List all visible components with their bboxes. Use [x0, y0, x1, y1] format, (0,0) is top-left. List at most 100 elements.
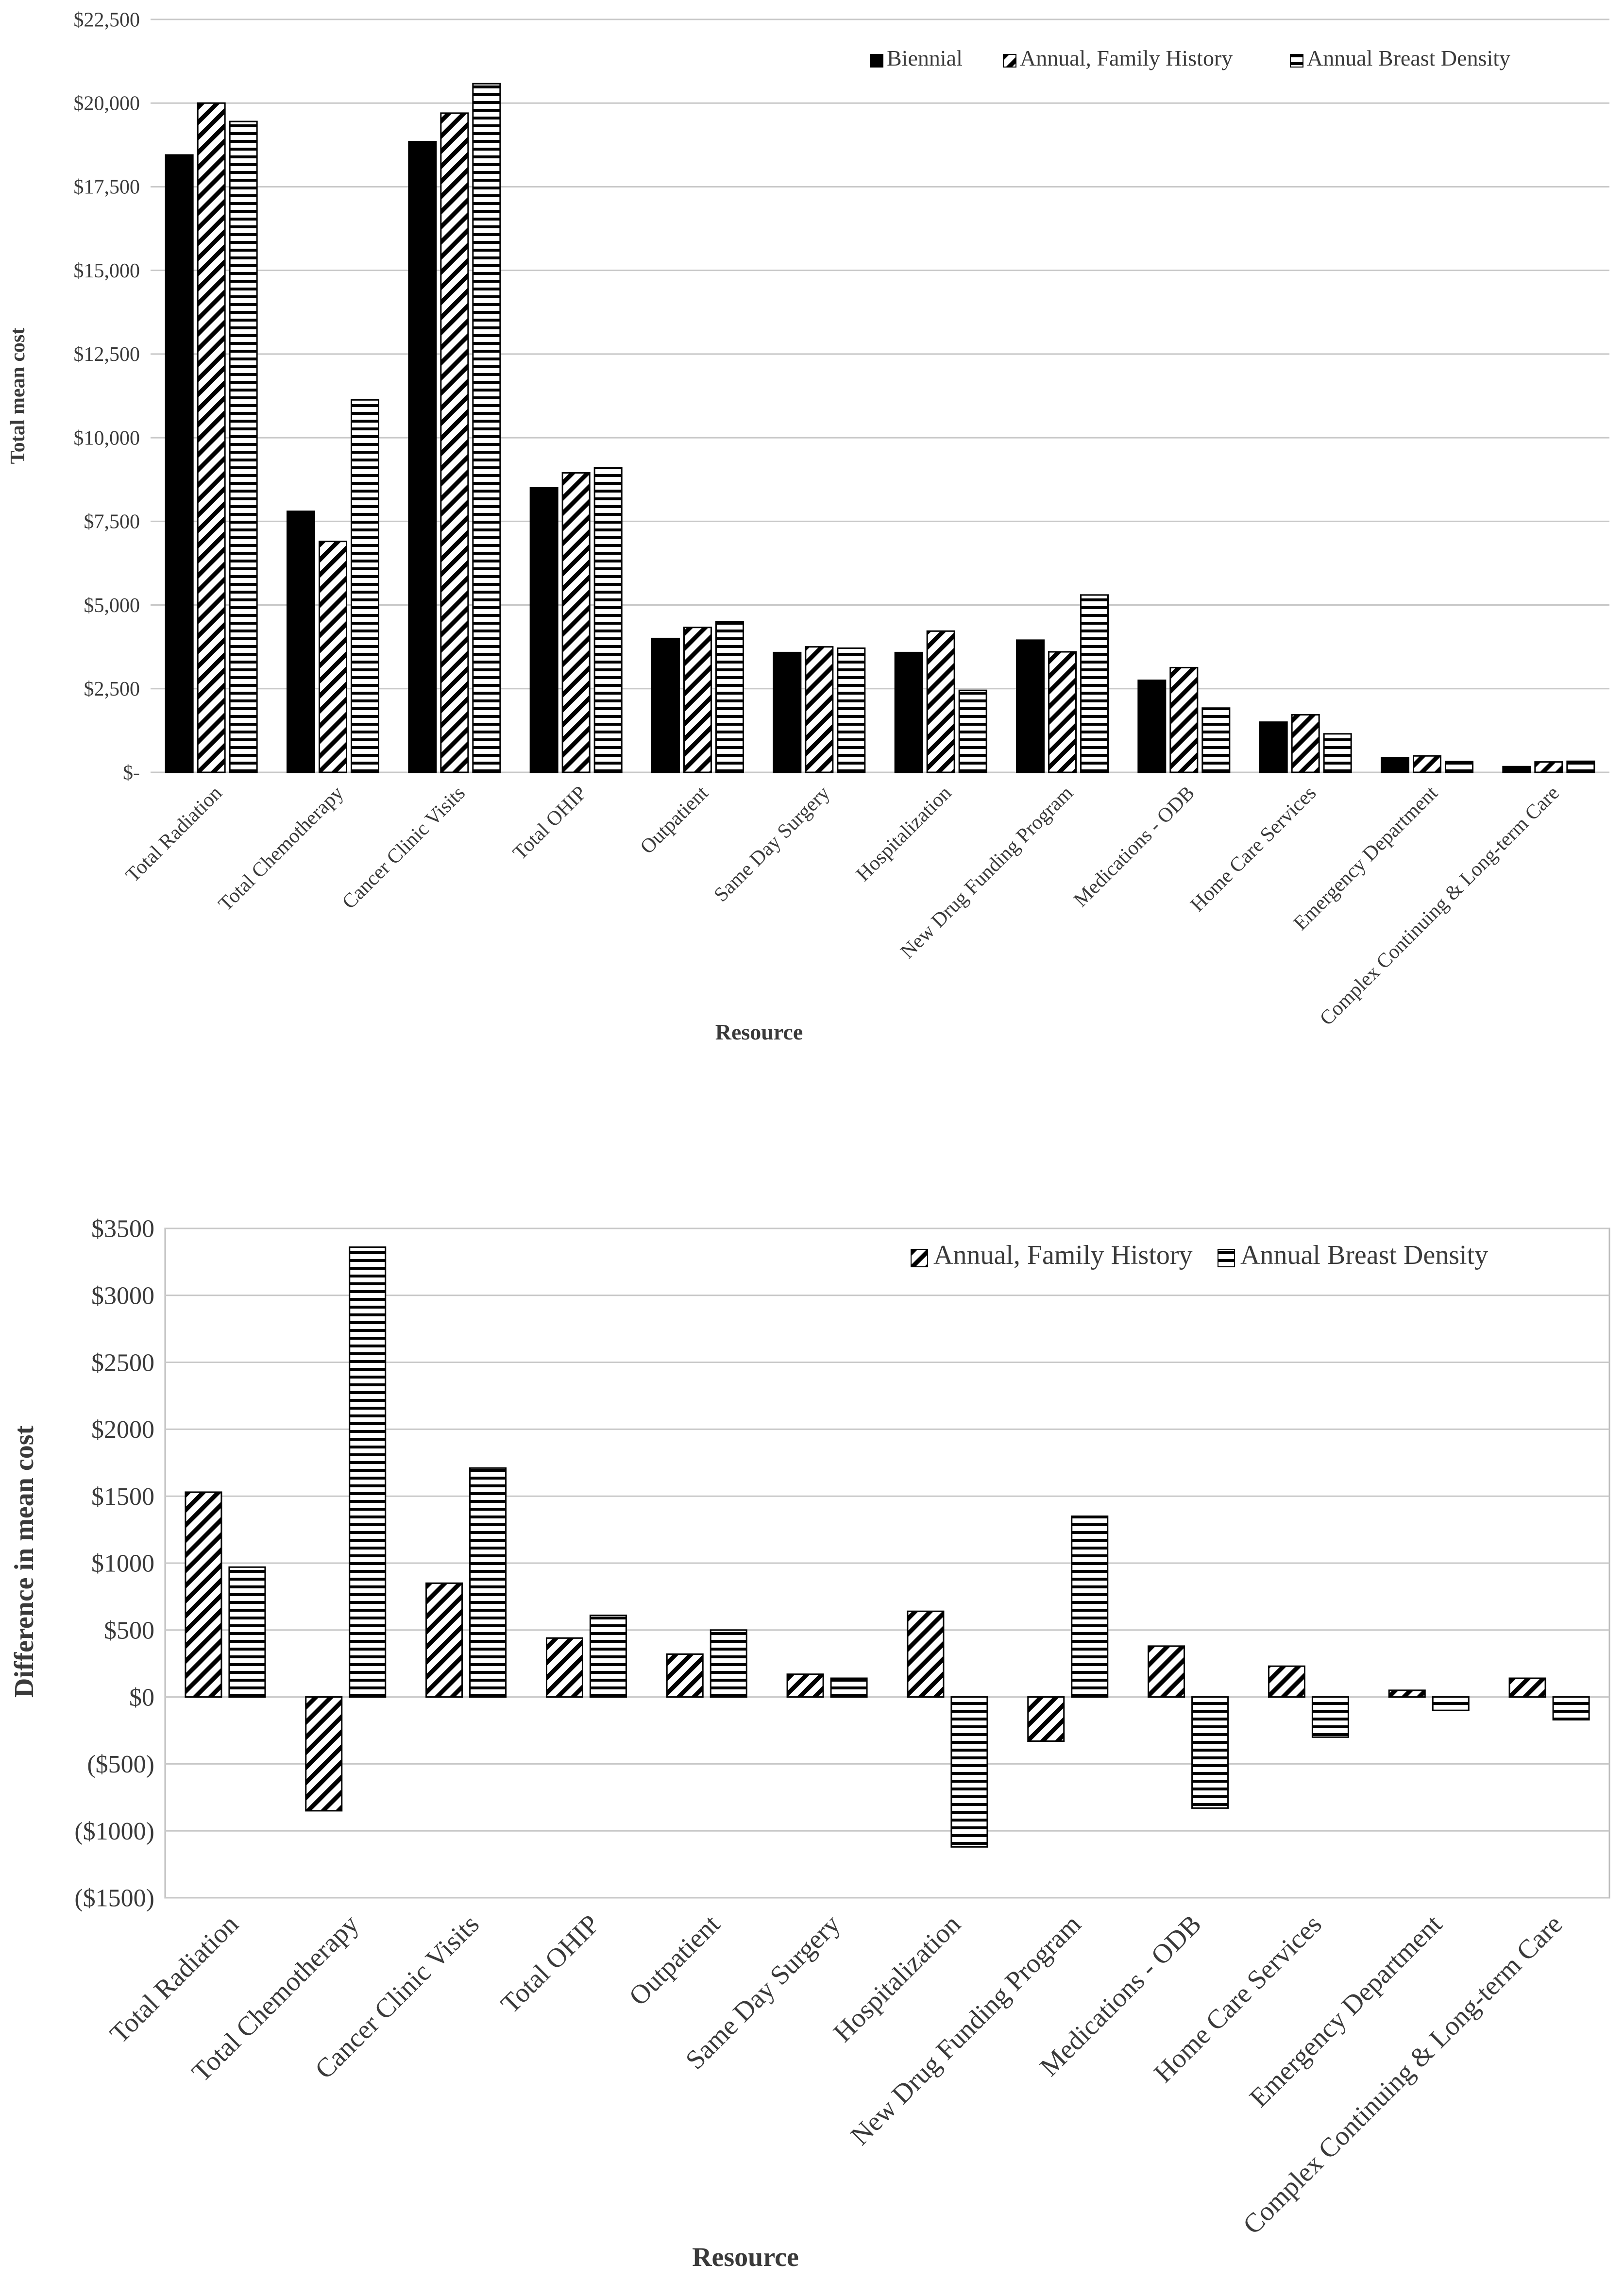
x-tick-label: Hospitalization: [852, 782, 956, 886]
bar-biennial-outpatient: [651, 637, 680, 773]
bar-biennial-home-care-services: [1259, 721, 1288, 773]
bar-annual-breast-density-new-drug-funding-program: [1071, 1516, 1109, 1698]
bar-biennial-medications-odb: [1137, 680, 1167, 773]
x-tick-label: Home Care Services: [1186, 782, 1321, 917]
bar-annual-family-history-cancer-clinic-visits: [440, 112, 469, 773]
bar-annual-family-history-home-care-services: [1291, 714, 1320, 773]
chart-2-legend: Annual, Family History Annual Breast Den…: [911, 1240, 1488, 1270]
x-tick-label: Complex Continuing & Long-term Care: [1316, 782, 1564, 1030]
x-tick-label: Total Radiation: [121, 782, 226, 887]
x-tick-label: Total OHIP: [508, 782, 591, 865]
bar-annual-family-history-hospitalization: [926, 630, 955, 773]
bar-annual-breast-density-medications-odb: [1201, 707, 1231, 773]
legend2-swatch-annual-breast-density: [1218, 1249, 1235, 1267]
bar-annual-breast-density-total-chemotherapy: [349, 1246, 387, 1698]
bar-biennial-emergency-department: [1381, 757, 1409, 773]
bar-annual-breast-density-complex-continuing-long-term-care: [1552, 1696, 1590, 1720]
bar-annual-family-history-complex-continuing-long-term-care: [1534, 761, 1563, 773]
bar-annual-breast-density-home-care-services: [1323, 733, 1352, 773]
bar-annual-family-history-cancer-clinic-visits: [425, 1582, 463, 1698]
y-tick-label: $1000: [91, 1550, 154, 1578]
chart-1-gridlines: [151, 18, 1609, 773]
y-tick-label: $17,500: [74, 176, 140, 199]
chart-1-y-tick-labels: $- $2,500 $5,000 $7,500 $10,000 $12,500 $15,00…: [74, 9, 140, 784]
bar-annual-family-history-hospitalization: [907, 1610, 945, 1698]
legend-swatch-annual-family-history: [1003, 54, 1016, 68]
chart-2-y-tick-labels: $3500 $3000 $2500 $2000 $1500 $1000 $500 $0 ($50…: [74, 1215, 154, 1912]
y-tick-label: ($1000): [74, 1818, 154, 1845]
y-tick-label: $-: [123, 762, 140, 784]
x-tick-label: Outpatient: [636, 782, 713, 858]
legend2-swatch-annual-family-history: [911, 1249, 928, 1267]
x-tick-label: Same Day Surgery: [710, 782, 834, 906]
y-tick-label: $7,500: [84, 511, 140, 533]
legend-swatch-annual-breast-density: [1290, 54, 1303, 68]
y-tick-label: $3000: [91, 1282, 154, 1310]
y-tick-label: $2000: [91, 1416, 154, 1444]
y-tick-label: $15,000: [74, 260, 140, 282]
chart-2-y-axis-label: Difference in mean cost: [9, 1425, 39, 1698]
x-tick-label: Medications - ODB: [1069, 782, 1199, 912]
bar-annual-breast-density-same-day-surgery: [837, 647, 866, 773]
chart-1-bars: [165, 83, 1595, 773]
bar-annual-breast-density-home-care-services: [1311, 1696, 1349, 1738]
y-tick-label: $22,500: [74, 9, 140, 31]
bar-annual-family-history-home-care-services: [1268, 1665, 1305, 1698]
bar-annual-breast-density-outpatient: [715, 621, 744, 773]
x-tick-label: Total Radiation: [104, 1909, 245, 2049]
legend-swatch-biennial: [870, 54, 883, 68]
chart-1-legend: Biennial Annual, Family History Annual B…: [870, 46, 1510, 70]
chart-2-gridlines: [165, 1227, 1609, 1899]
y-tick-label: $10,000: [74, 427, 140, 449]
bar-annual-family-history-outpatient: [683, 627, 712, 773]
bar-biennial-same-day-surgery: [773, 651, 802, 773]
x-tick-label: Cancer Clinic Visits: [338, 782, 470, 914]
bar-annual-family-history-medications-odb: [1169, 666, 1199, 773]
bar-annual-breast-density-total-ohip: [593, 467, 623, 773]
y-tick-label: $500: [104, 1617, 154, 1644]
bar-biennial-complex-continuing-long-term-care: [1502, 766, 1531, 773]
bar-annual-breast-density-complex-continuing-long-term-care: [1566, 760, 1595, 773]
bar-annual-breast-density-new-drug-funding-program: [1080, 594, 1109, 773]
bar-annual-breast-density-same-day-surgery: [830, 1677, 868, 1698]
y-tick-label: $5,000: [84, 595, 140, 617]
y-tick-label: $0: [129, 1684, 154, 1711]
x-tick-label: Emergency Department: [1244, 1909, 1448, 2113]
chart-1-y-axis-label: Total mean cost: [7, 328, 29, 464]
bar-annual-family-history-same-day-surgery: [786, 1673, 824, 1698]
y-tick-label: $2500: [91, 1349, 154, 1377]
bar-annual-breast-density-total-radiation: [229, 120, 258, 773]
legend2-label-annual-breast-density: Annual Breast Density: [1240, 1240, 1488, 1270]
bar-biennial-total-ohip: [529, 487, 558, 773]
bar-annual-breast-density-medications-odb: [1191, 1696, 1229, 1809]
bar-annual-family-history-new-drug-funding-program: [1048, 651, 1077, 773]
bar-annual-breast-density-outpatient: [710, 1629, 747, 1698]
bar-annual-family-history-complex-continuing-long-term-care: [1508, 1677, 1546, 1698]
bar-biennial-hospitalization: [894, 651, 923, 773]
chart-1-x-axis-label: Resource: [715, 1020, 803, 1044]
bar-annual-family-history-outpatient: [666, 1653, 704, 1698]
bar-annual-breast-density-total-radiation: [228, 1566, 266, 1698]
bar-annual-family-history-emergency-department: [1413, 755, 1441, 773]
y-tick-label: $20,000: [74, 93, 140, 115]
bar-annual-family-history-total-ohip: [561, 472, 591, 773]
bar-annual-family-history-total-chemotherapy: [305, 1696, 343, 1812]
legend-label-annual-breast-density: Annual Breast Density: [1307, 46, 1510, 70]
bar-annual-breast-density-emergency-department: [1432, 1696, 1470, 1711]
y-tick-label: $3500: [91, 1215, 154, 1243]
bar-annual-breast-density-total-ohip: [589, 1614, 627, 1698]
chart-2-bars: [185, 1246, 1590, 1848]
x-tick-label: Outpatient: [623, 1909, 726, 2011]
x-tick-label: Total OHIP: [495, 1909, 606, 2019]
bar-annual-breast-density-cancer-clinic-visits: [472, 83, 501, 773]
legend-label-annual-family-history: Annual, Family History: [1020, 46, 1233, 70]
legend-label-biennial: Biennial: [887, 46, 963, 70]
chart-2-x-axis-label: Resource: [692, 2242, 799, 2272]
bar-biennial-new-drug-funding-program: [1016, 639, 1045, 773]
y-tick-label: ($500): [87, 1751, 154, 1778]
bar-annual-family-history-total-radiation: [197, 102, 226, 773]
y-tick-label: $1500: [91, 1483, 154, 1511]
bar-biennial-total-radiation: [165, 154, 194, 773]
